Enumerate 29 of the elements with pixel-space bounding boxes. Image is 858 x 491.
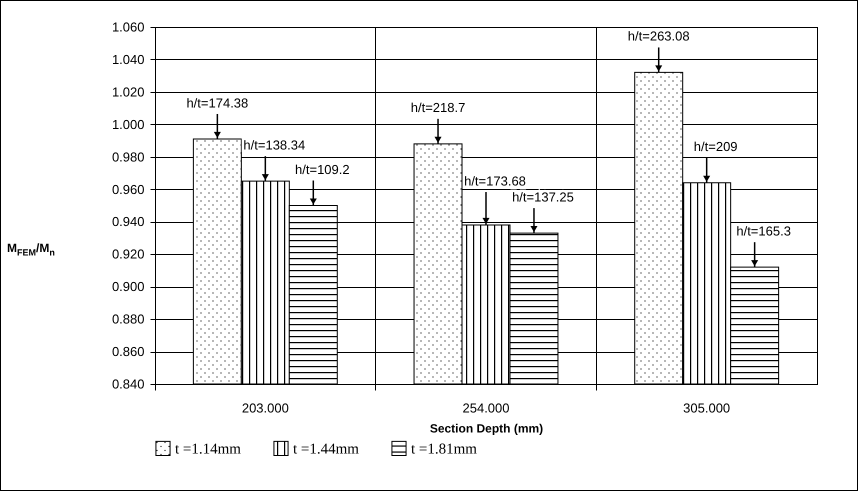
- annotation: h/t=173.68: [464, 173, 526, 188]
- y-tick-label: 0.900: [112, 279, 144, 294]
- annotation: h/t=165.3: [736, 223, 791, 238]
- annotation: h/t=137.25: [512, 189, 574, 204]
- y-tick-label: 1.060: [112, 20, 144, 34]
- annotation: h/t=218.7: [410, 100, 466, 116]
- y-tick-label: 1.040: [112, 52, 144, 67]
- annotation: h/t=109.2: [295, 162, 350, 177]
- y-tick-label: 1.000: [112, 116, 144, 132]
- legend-label: t =1.44mm: [293, 441, 360, 458]
- annotation: h/t=174.38: [186, 95, 248, 110]
- annotation: h/t=209: [694, 139, 738, 154]
- annotation: h/t=263.08: [628, 28, 690, 44]
- y-tick-label: 0.920: [112, 246, 144, 262]
- annotation: h/t=138.34: [243, 137, 306, 152]
- y-tick-label: 0.960: [112, 182, 144, 197]
- y-axis-title: M$_{FEM}$/M$_{n}$: [7, 241, 55, 258]
- y-tick-label: 0.880: [112, 312, 144, 327]
- y-tick-label: 1.020: [112, 84, 144, 100]
- y-tick-label: 0.940: [112, 214, 144, 230]
- legend-label: t =1.81mm: [411, 441, 478, 458]
- legend-label: t =1.14mm: [175, 441, 242, 458]
- y-tick-label: 0.980: [112, 149, 144, 164]
- x-tick-label: 254.000: [462, 400, 510, 416]
- y-tick-label: 0.840: [112, 376, 144, 392]
- x-tick-label: 203.000: [242, 400, 289, 416]
- x-axis-title: Section Depth (mm): [430, 422, 544, 436]
- x-tick-label: 305.000: [683, 400, 730, 416]
- y-tick-label: 0.860: [112, 344, 144, 360]
